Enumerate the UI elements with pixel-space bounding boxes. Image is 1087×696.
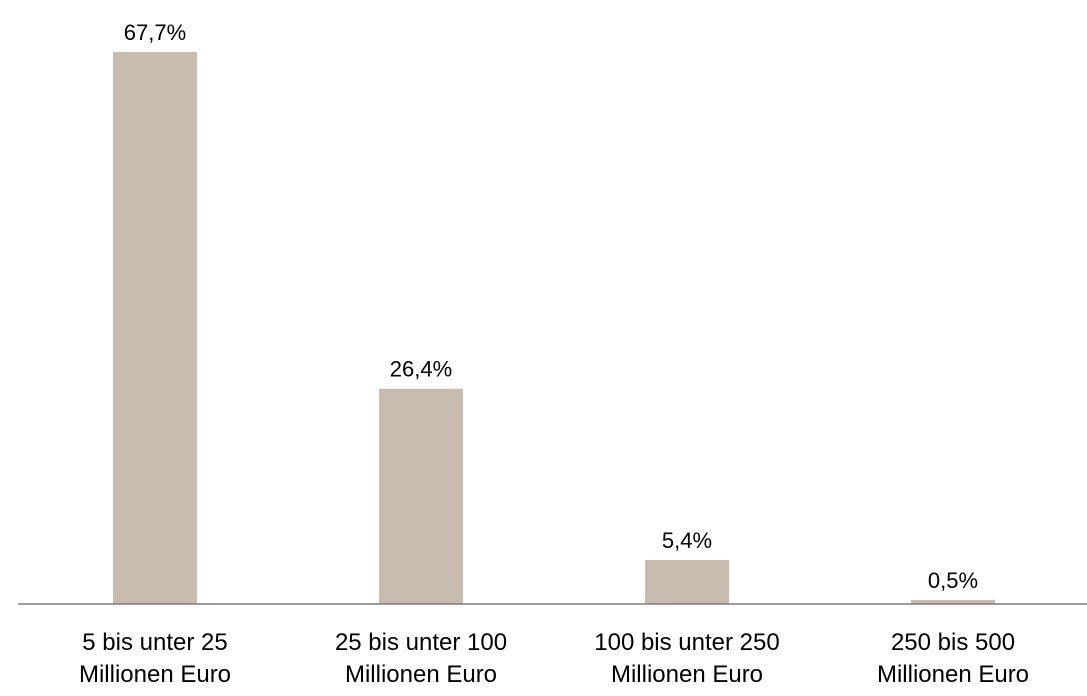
value-label-1: 67,7% [124,20,186,45]
category-label-2: 25 bis unter 100 Millionen Euro [335,629,507,688]
bar-2 [379,388,463,604]
category-label-3-line-1: 100 bis unter 250 [594,629,779,656]
category-label-1-line-1: 5 bis unter 25 [82,629,227,656]
category-label-3: 100 bis unter 250 Millionen Euro [594,629,779,688]
value-label-4: 0,5% [928,568,978,593]
category-label-1-line-2: Millionen Euro [79,661,231,688]
value-label-3: 5,4% [662,528,712,553]
value-labels-layer: 67,7% 26,4% 5,4% 0,5% [124,20,978,593]
value-label-2: 26,4% [390,357,452,382]
bar-1 [113,52,197,604]
category-label-4-line-1: 250 bis 500 [891,629,1015,656]
bar-4 [911,599,995,604]
category-label-3-line-2: Millionen Euro [611,661,763,688]
category-label-1: 5 bis unter 25 Millionen Euro [79,629,231,688]
bars-layer [113,52,995,604]
bar-3 [645,559,729,604]
category-label-4-line-2: Millionen Euro [877,661,1029,688]
category-label-2-line-1: 25 bis unter 100 [335,629,507,656]
category-label-4: 250 bis 500 Millionen Euro [877,629,1029,688]
category-label-2-line-2: Millionen Euro [345,661,497,688]
